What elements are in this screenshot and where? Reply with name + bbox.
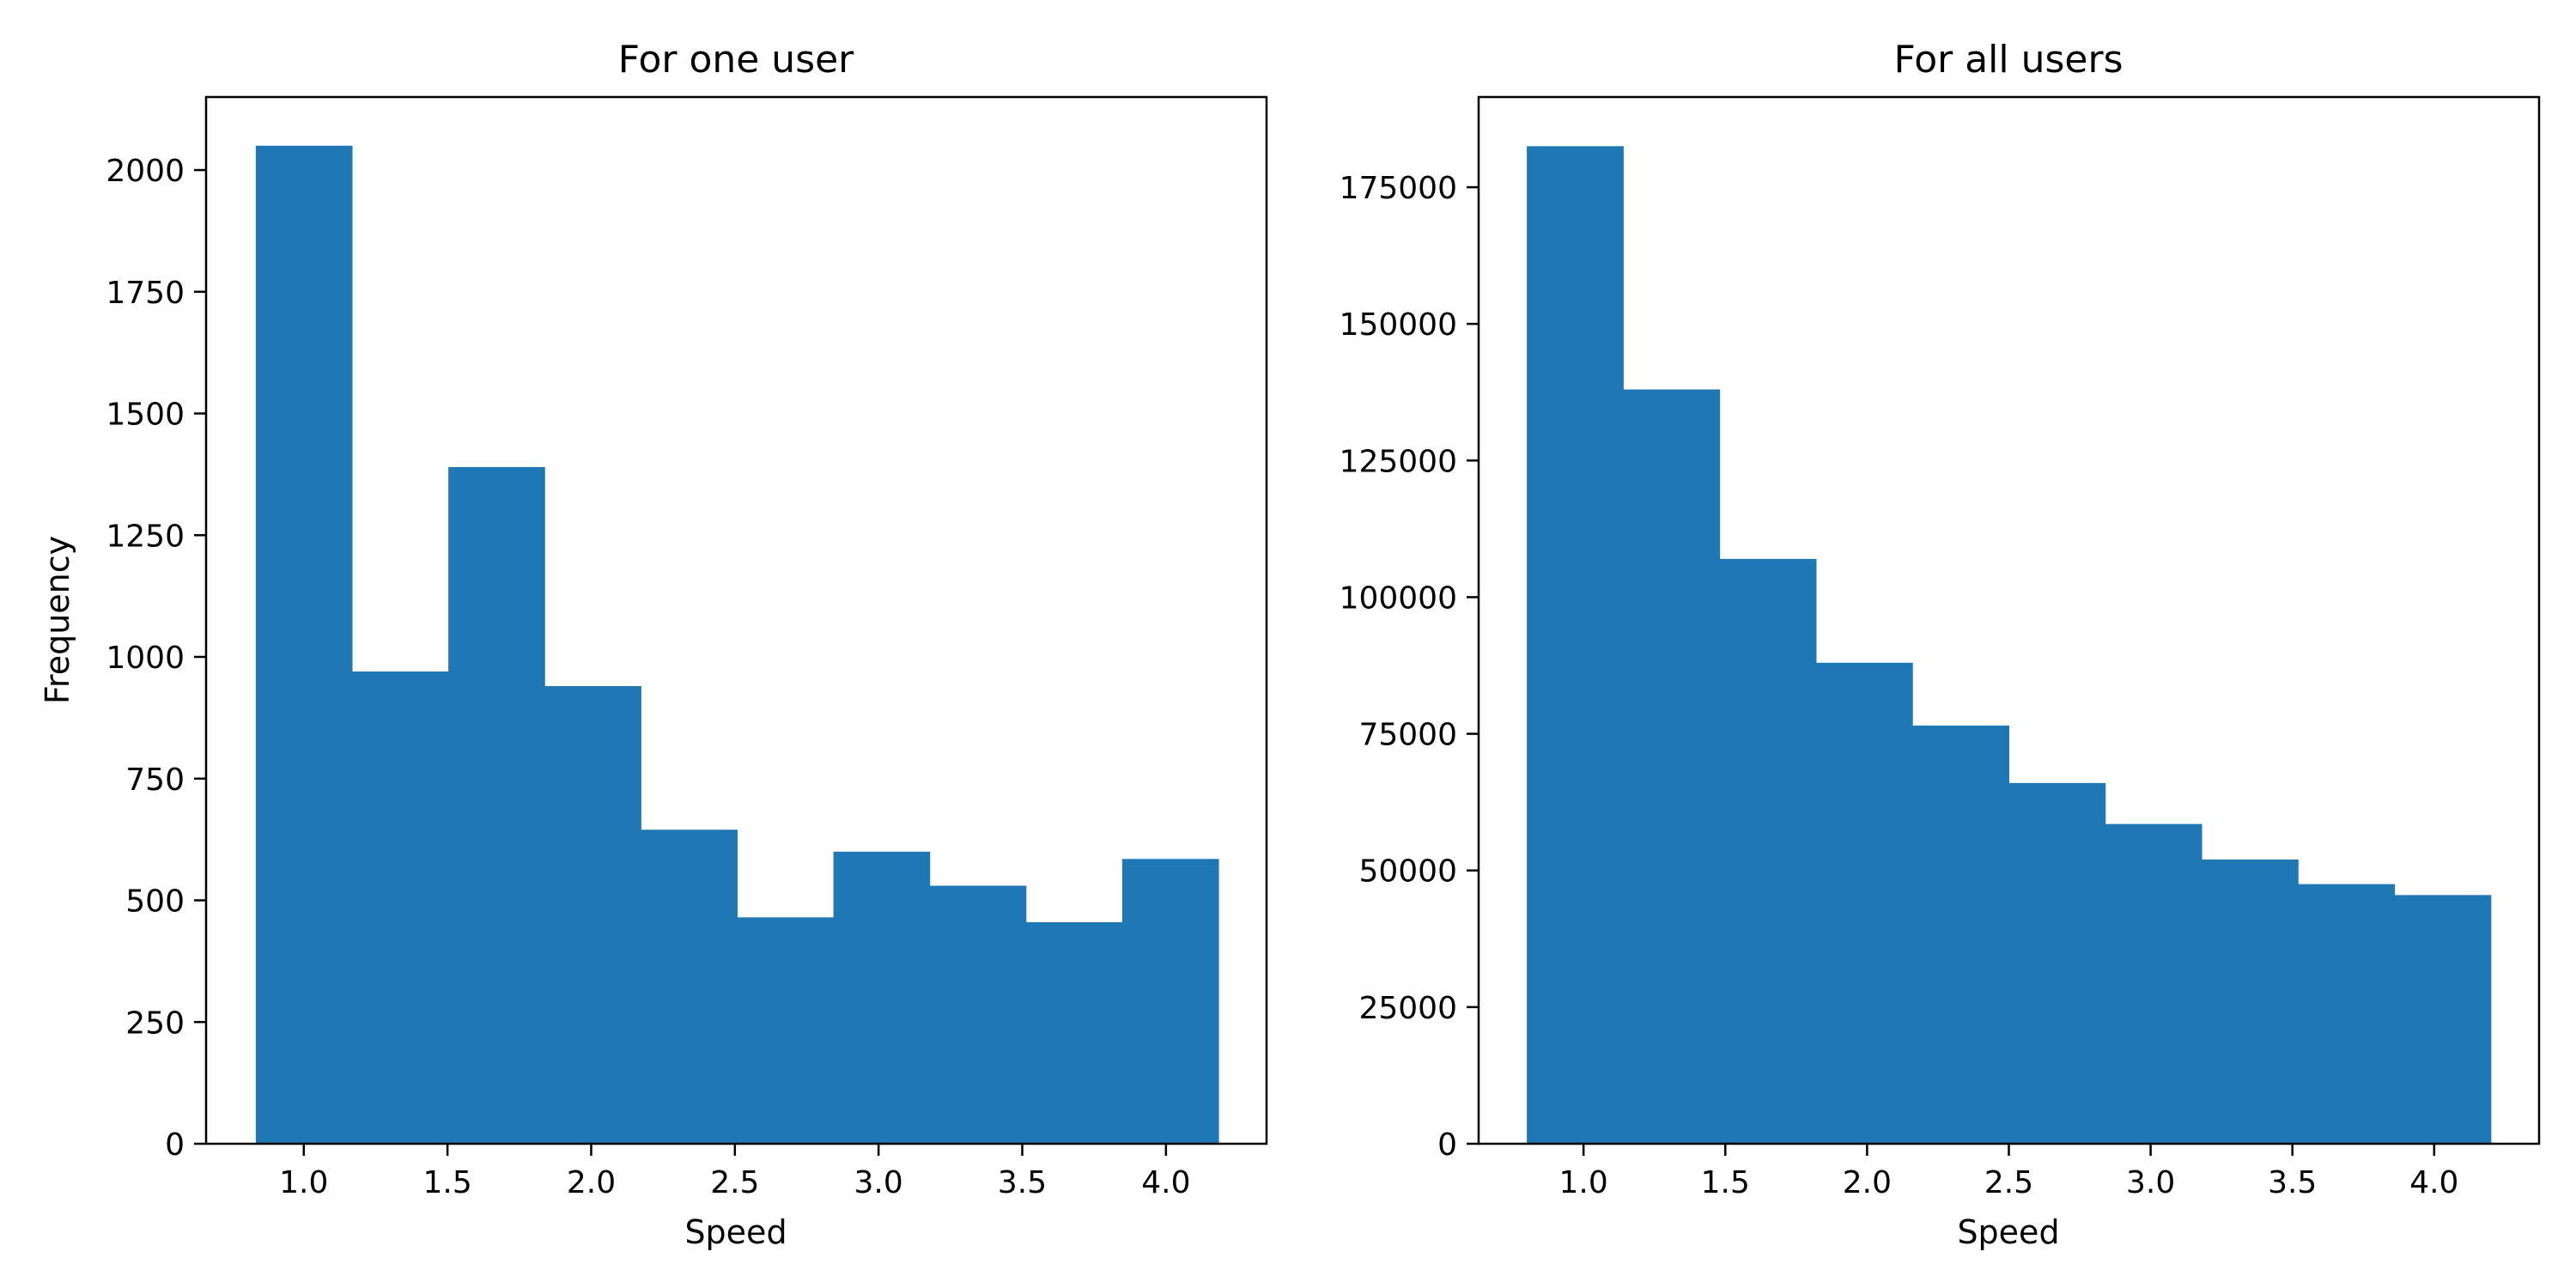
x-tick-label-all-users-4: 3.0 xyxy=(2126,1165,2175,1200)
x-tick-label-all-users-6: 4.0 xyxy=(2409,1165,2458,1200)
x-ticks-all-users: 1.0 1.5 2.0 2.5 3.0 3.5 4.0 xyxy=(1559,1144,2458,1200)
y-tick-label-all-users-6: 150000 xyxy=(1340,307,1457,343)
bar-one-user-7 xyxy=(929,885,1027,1144)
bar-all-users-4 xyxy=(1912,726,2009,1144)
bar-all-users-0 xyxy=(1527,146,1624,1145)
x-tick-label-one-user-3: 2.5 xyxy=(710,1165,759,1200)
bar-one-user-6 xyxy=(833,851,931,1144)
y-tick-label-all-users-3: 75000 xyxy=(1358,718,1457,753)
bars-all-users xyxy=(1527,146,2492,1145)
x-tick-label-one-user-6: 4.0 xyxy=(1141,1165,1190,1200)
x-axis-label-all-users: Speed xyxy=(1957,1213,2059,1251)
y-tick-label-all-users-0: 0 xyxy=(1437,1127,1457,1163)
bar-all-users-9 xyxy=(2394,895,2492,1144)
bar-one-user-4 xyxy=(641,829,738,1144)
y-tick-label-one-user-1: 250 xyxy=(125,1005,185,1041)
y-tick-label-all-users-1: 25000 xyxy=(1358,991,1457,1026)
bar-one-user-8 xyxy=(1025,922,1123,1144)
bar-all-users-5 xyxy=(2008,782,2106,1144)
chart-title-all-users: For all users xyxy=(1893,38,2123,82)
x-tick-label-all-users-1: 1.5 xyxy=(1701,1165,1750,1200)
bars-one-user xyxy=(255,145,1219,1145)
x-tick-label-one-user-1: 1.5 xyxy=(423,1165,472,1200)
y-tick-label-one-user-0: 0 xyxy=(165,1127,185,1163)
x-tick-label-all-users-3: 2.5 xyxy=(1984,1165,2033,1200)
x-axis-label-one-user: Speed xyxy=(684,1213,787,1251)
axes-frame-one-user xyxy=(204,95,1268,1145)
y-axis-label-one-user: Frequency xyxy=(39,536,76,704)
x-tick-label-all-users-0: 1.0 xyxy=(1559,1165,1608,1200)
bar-one-user-2 xyxy=(448,466,545,1144)
bar-all-users-8 xyxy=(2298,884,2396,1144)
chart-title-one-user: For one user xyxy=(618,38,854,82)
bar-all-users-2 xyxy=(1719,558,1817,1144)
x-ticks-one-user: 1.0 1.5 2.0 2.5 3.0 3.5 4.0 xyxy=(279,1144,1190,1200)
y-tick-label-all-users-7: 175000 xyxy=(1340,171,1457,206)
y-tick-label-one-user-3: 750 xyxy=(125,762,185,798)
y-ticks-all-users: 0 25000 50000 75000 100000 125000 150000 175000 xyxy=(1340,171,1479,1163)
bar-one-user-9 xyxy=(1121,859,1219,1144)
bar-one-user-0 xyxy=(255,145,353,1145)
x-tick-label-one-user-0: 1.0 xyxy=(279,1165,328,1200)
bar-all-users-6 xyxy=(2105,823,2202,1144)
y-ticks-one-user: 0 250 500 750 1000 1250 1500 1750 2000 xyxy=(106,154,206,1163)
y-tick-label-one-user-4: 1000 xyxy=(106,641,185,676)
bar-one-user-3 xyxy=(544,686,641,1144)
y-tick-label-all-users-5: 125000 xyxy=(1340,444,1457,479)
bar-all-users-1 xyxy=(1623,389,1721,1144)
bar-one-user-5 xyxy=(737,917,835,1144)
y-tick-label-one-user-8: 2000 xyxy=(106,154,185,189)
x-tick-label-one-user-5: 3.5 xyxy=(998,1165,1047,1200)
subplot-one-user: 1.0 1.5 2.0 2.5 3.0 3.5 4.0 0 250 500 750 1000 1250… xyxy=(39,38,1268,1251)
bar-all-users-7 xyxy=(2202,859,2299,1144)
subplot-all-users: 1.0 1.5 2.0 2.5 3.0 3.5 4.0 0 25000 50000 75000 10… xyxy=(1340,38,2541,1251)
y-tick-label-one-user-5: 1250 xyxy=(106,519,185,554)
y-tick-label-all-users-4: 100000 xyxy=(1340,580,1457,616)
bar-one-user-1 xyxy=(352,671,449,1144)
y-tick-label-one-user-7: 1750 xyxy=(106,276,185,311)
x-tick-label-all-users-5: 3.5 xyxy=(2268,1165,2317,1200)
bar-all-users-3 xyxy=(1815,662,1913,1144)
y-tick-label-one-user-2: 500 xyxy=(125,884,185,920)
x-tick-label-one-user-2: 2.0 xyxy=(567,1165,616,1200)
x-tick-label-one-user-4: 3.0 xyxy=(854,1165,903,1200)
x-tick-label-all-users-2: 2.0 xyxy=(1843,1165,1892,1200)
y-tick-label-all-users-2: 50000 xyxy=(1358,854,1457,890)
y-tick-label-one-user-6: 1500 xyxy=(106,398,185,433)
